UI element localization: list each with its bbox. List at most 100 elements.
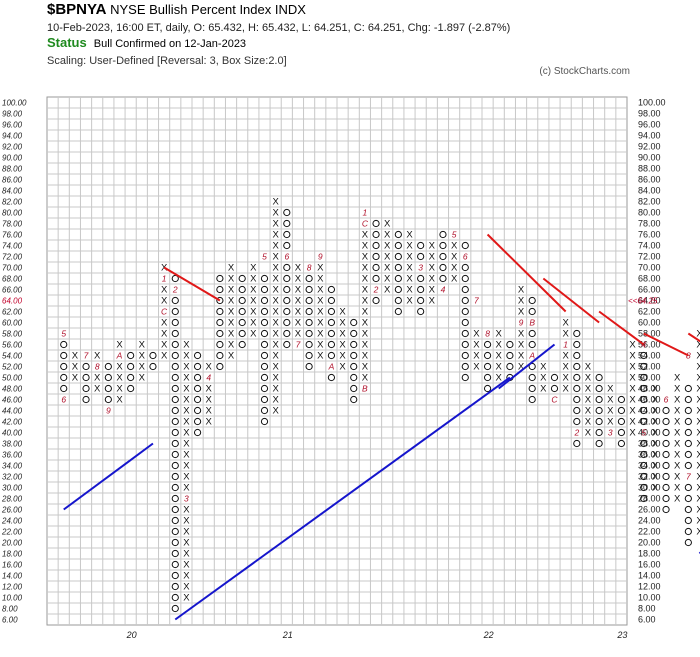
o-box: [684, 505, 692, 514]
y-tick-label-left: 80.00: [2, 209, 23, 218]
o-box: [171, 406, 179, 415]
o-box: [417, 285, 425, 294]
x-box: X: [161, 296, 168, 307]
x-year-label: 20: [126, 630, 137, 640]
o-box: [528, 384, 536, 393]
x-box: X: [206, 384, 213, 395]
x-box: X: [473, 351, 480, 362]
o-box: [528, 373, 536, 382]
y-tick-label-right: 46.00: [638, 395, 661, 405]
x-box: X: [674, 483, 681, 494]
y-tick-label-left: 18.00: [2, 550, 23, 559]
x-box: X: [94, 384, 101, 395]
month-marker: 7: [686, 472, 691, 482]
x-box: X: [116, 373, 123, 384]
o-box: [260, 406, 269, 415]
x-box: X: [696, 472, 700, 483]
x-box: X: [362, 263, 369, 274]
x-box: X: [183, 549, 190, 560]
x-year-label: 21: [282, 630, 293, 640]
o-box: [171, 516, 179, 525]
x-box: X: [272, 241, 279, 252]
copyright: (c) StockCharts.com: [539, 66, 630, 77]
o-box: [640, 450, 648, 459]
x-box: X: [540, 384, 547, 395]
x-box: X: [317, 263, 324, 274]
o-box: [640, 406, 648, 415]
o-box: [483, 340, 492, 349]
y-tick-label-right: 64.00: [638, 296, 661, 306]
month-marker: B: [529, 318, 535, 328]
month-marker: 5: [61, 329, 66, 339]
month-marker: 4: [441, 285, 446, 295]
month-marker: 5: [262, 252, 267, 262]
o-box: [82, 362, 90, 371]
o-box: [327, 373, 336, 382]
y-tick-label-left: 6.00: [2, 616, 18, 625]
x-box: X: [406, 296, 413, 307]
o-box: [216, 340, 224, 349]
o-box: [394, 274, 402, 283]
y-tick-label-left: 58.00: [2, 330, 23, 339]
month-marker: C: [161, 307, 168, 317]
x-box: X: [674, 472, 681, 483]
x-box: X: [540, 362, 547, 373]
month-marker: 3: [184, 494, 189, 504]
x-box: X: [585, 428, 592, 439]
o-box: [684, 461, 692, 470]
x-box: X: [206, 395, 213, 406]
o-box: [640, 384, 648, 393]
x-box: X: [562, 373, 569, 384]
o-box: [684, 384, 692, 393]
o-box: [260, 274, 269, 283]
o-box: [60, 362, 68, 371]
o-box: [640, 373, 648, 382]
month-marker: B: [362, 384, 368, 394]
x-box: X: [629, 340, 636, 351]
x-box: X: [139, 362, 146, 373]
x-box: X: [250, 307, 257, 318]
x-box: X: [674, 395, 681, 406]
y-tick-label-left: 24.00: [1, 517, 23, 526]
month-marker: A: [328, 362, 335, 372]
o-box: [461, 263, 469, 272]
x-box: X: [272, 395, 279, 406]
o-box: [327, 318, 336, 327]
o-box: [238, 296, 246, 305]
o-box: [439, 252, 447, 261]
x-box: X: [183, 472, 190, 483]
x-box: X: [250, 263, 257, 274]
o-box: [662, 483, 670, 492]
o-box: [305, 351, 313, 360]
month-marker: A: [528, 351, 535, 361]
y-tick-label-right: 68.00: [638, 274, 661, 284]
x-box: X: [183, 340, 190, 351]
x-box: X: [183, 428, 190, 439]
o-box: [662, 472, 670, 481]
x-box: X: [250, 329, 257, 340]
o-box: [127, 373, 135, 382]
o-box: [238, 340, 246, 349]
o-box: [305, 362, 313, 371]
o-box: [372, 274, 380, 283]
x-box: X: [585, 362, 592, 373]
x-box: X: [139, 340, 146, 351]
o-box: [350, 373, 358, 382]
month-marker: 5: [452, 230, 457, 240]
x-box: X: [183, 582, 190, 593]
o-box: [305, 307, 313, 316]
x-box: X: [183, 450, 190, 461]
y-tick-label-right: 40.00: [638, 428, 661, 438]
o-box: [193, 395, 202, 404]
o-box: [684, 527, 692, 536]
month-marker: 6: [284, 252, 289, 262]
y-tick-label-right: 30.00: [638, 483, 661, 493]
month-marker: 7: [84, 351, 89, 361]
x-box: X: [585, 406, 592, 417]
o-box: [372, 230, 380, 239]
o-box: [216, 285, 224, 294]
x-box: X: [696, 439, 700, 450]
x-box: X: [406, 252, 413, 263]
o-box: [394, 241, 402, 250]
